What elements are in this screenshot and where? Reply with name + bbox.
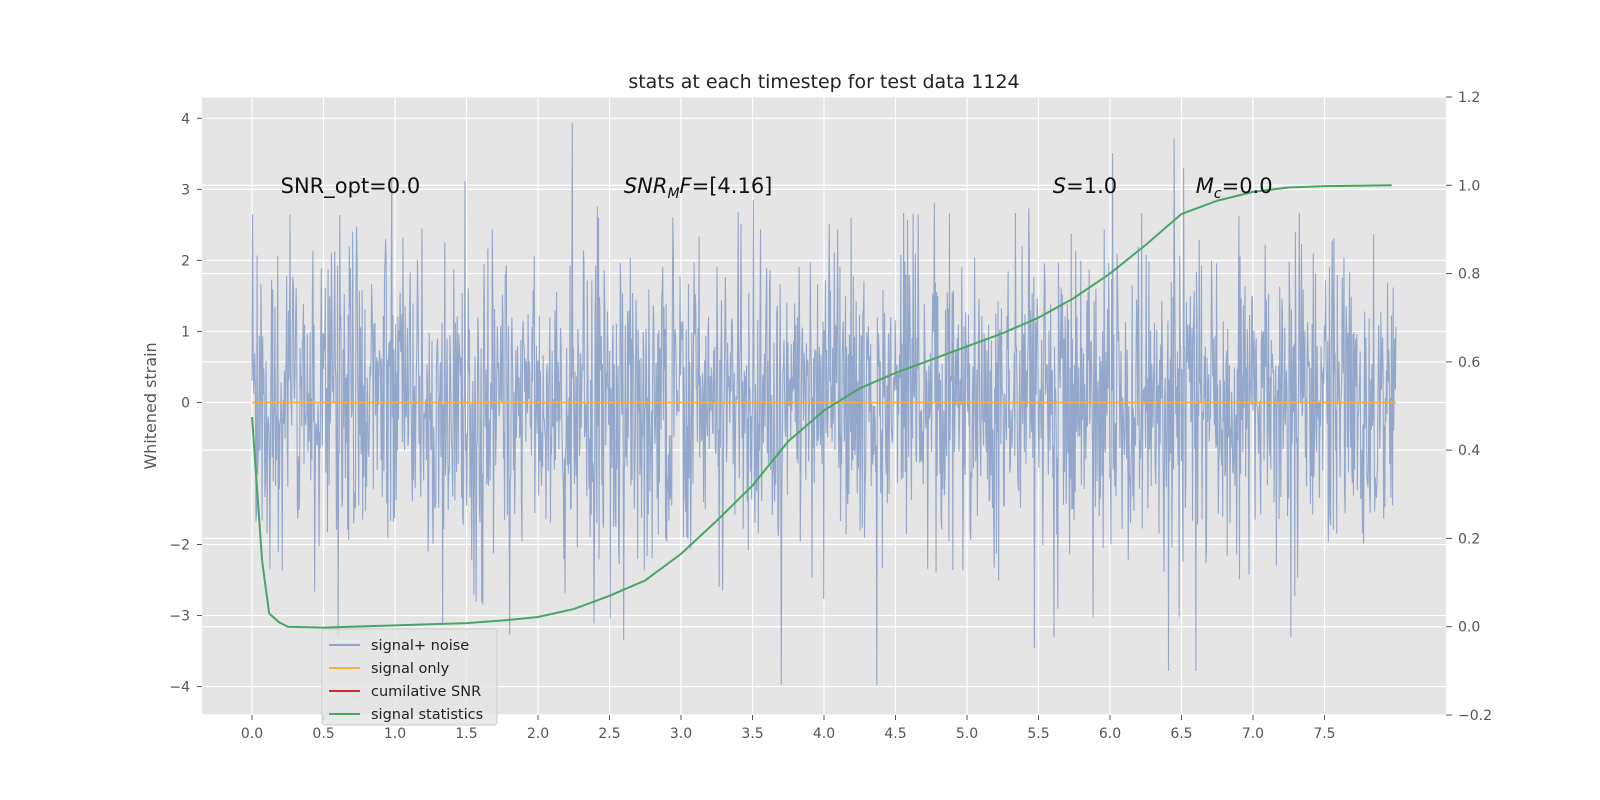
signal-statistics-series [251,184,1392,629]
y-axis-left: 4 3 2 1 0 −2 −3 −4 [169,111,202,696]
y-tick-label: −3 [169,609,190,625]
x-tick-label: 1.0 [384,726,406,742]
annotation-text: SNRMF=[4.16] [624,174,773,202]
annotation-part: =1.0 [1066,174,1117,198]
x-tick-label: 7.5 [1313,726,1335,742]
x-tick-label: 0.5 [312,726,334,742]
y2-tick-label: 0.6 [1458,355,1480,371]
x-tick-label: 2.5 [598,726,620,742]
annotation-part: c [1214,186,1222,202]
annotation-part: M [667,186,679,202]
x-tick-label: 5.0 [956,726,978,742]
y-tick-label: 0 [181,395,190,411]
x-axis: 0.0 0.5 1.0 1.5 2.0 2.5 3.0 3.5 4.0 4.5 5.0 5.5 6.0 6… [241,715,1336,742]
annotation-part: SNR [624,174,668,198]
y2-tick-label: 0.4 [1458,443,1480,459]
chart-title: stats at each timestep for test data 112… [628,71,1019,93]
signal-statistics-line [251,184,1392,629]
x-tick-label: 3.5 [741,726,763,742]
y-tick-label: 4 [181,111,190,127]
x-tick-label: 5.5 [1027,726,1049,742]
y2-tick-label: 0.2 [1458,531,1480,547]
y2-tick-label: 1.2 [1458,90,1480,106]
annotation-part: M [1196,174,1214,198]
x-tick-label: 6.5 [1170,726,1192,742]
x-tick-label: 3.0 [670,726,692,742]
annotation-part: =0.0 [1222,174,1273,198]
x-tick-label: 4.0 [813,726,835,742]
signal-noise-line [251,123,1397,686]
x-tick-label: 1.5 [455,726,477,742]
y2-tick-label: 1.0 [1458,178,1480,194]
annotation-text: S=1.0 [1053,174,1117,198]
legend-label: signal statistics [371,707,483,723]
x-tick-label: 6.0 [1099,726,1121,742]
legend: signal+ noise signal only cumilative SNR si… [321,628,498,726]
annotations: SNR_opt=0.0 SNRMF=[4.16] S=1.0 Mc=0.0 [281,174,1273,202]
x-tick-label: 7.0 [1242,726,1264,742]
y2-tick-label: 0.0 [1458,620,1480,636]
annotation-part: S [1053,174,1066,198]
annotation-text: SNR_opt=0.0 [281,174,421,199]
y-tick-label: 3 [181,182,190,198]
legend-label: signal+ noise [371,638,469,654]
annotation-part: =[4.16] [692,174,773,198]
y-tick-label: 2 [181,253,190,269]
annotation-part: F [680,174,693,198]
y-tick-label: −2 [169,538,190,554]
y-tick-label: 1 [181,324,190,340]
legend-label: signal only [371,661,450,677]
x-tick-label: 0.0 [241,726,263,742]
y-axis-label: Whitened strain [141,342,160,469]
y-axis-right: 1.2 1.0 0.8 0.6 0.4 0.2 0.0 −0.2 [1446,90,1492,724]
legend-label: cumilative SNR [371,684,481,700]
annotation-text: Mc=0.0 [1196,174,1273,202]
y-tick-label: −4 [169,680,190,696]
x-tick-label: 4.5 [884,726,906,742]
signal-noise-series [251,123,1397,686]
x-tick-label: 2.0 [527,726,549,742]
legend-box [321,628,498,726]
y2-tick-label: −0.2 [1458,708,1492,724]
y2-tick-label: 0.8 [1458,267,1480,283]
